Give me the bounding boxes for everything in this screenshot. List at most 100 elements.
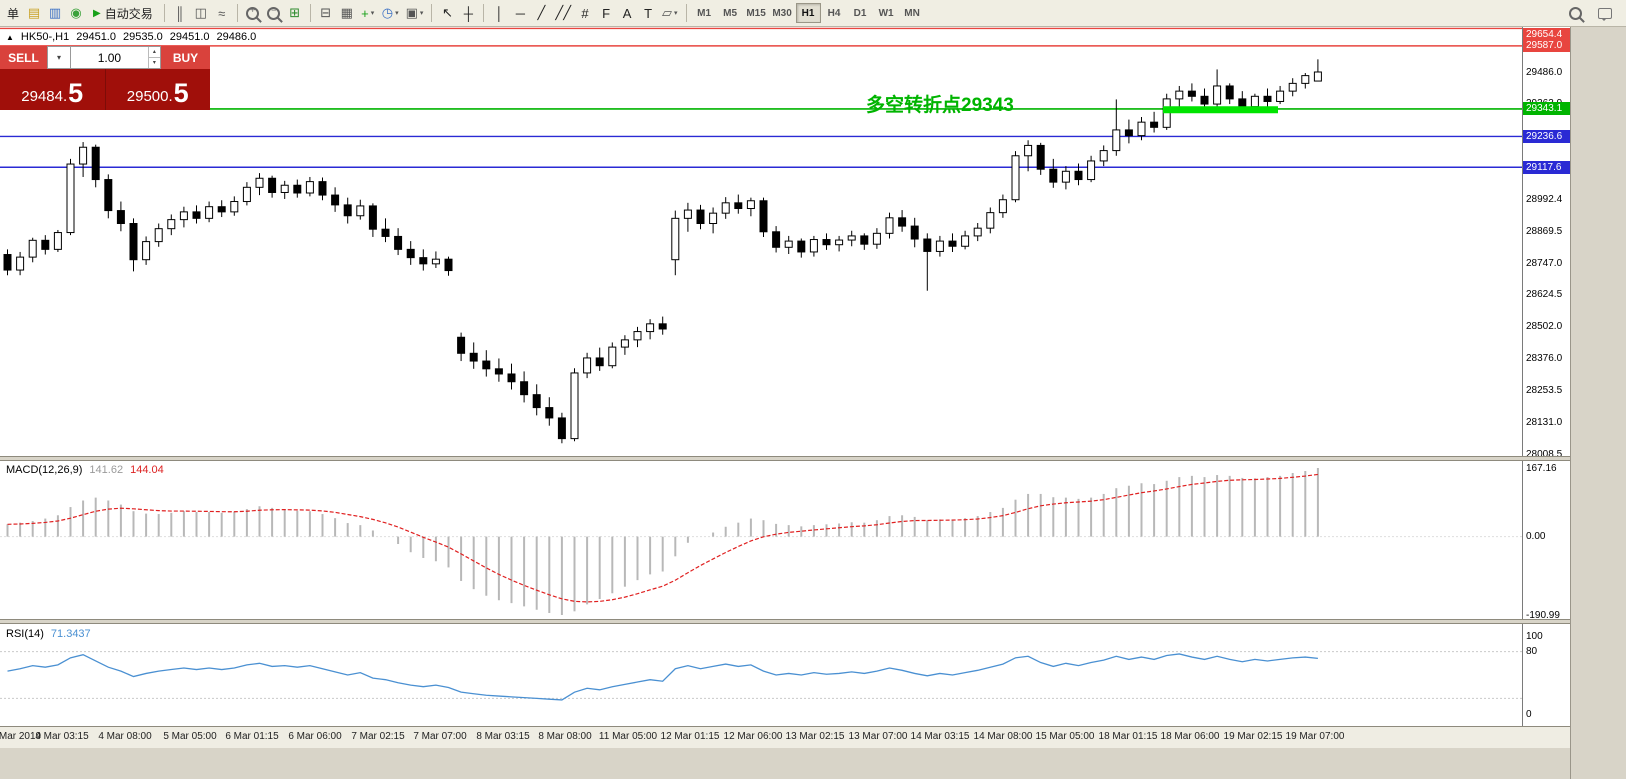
time-axis-label: 14 Mar 03:15 [910,731,970,742]
time-axis-label: 8 Mar 08:00 [538,731,592,742]
sell-button[interactable]: SELL [0,46,47,69]
timeframe-h1-button[interactable]: H1 [795,3,821,23]
chat-icon[interactable] [1595,3,1615,24]
fibonacci-icon[interactable]: F [602,5,611,21]
axis-label: 0.00 [1526,531,1546,543]
toolbar-separator [431,4,433,22]
main-toolbar: 单 ▤ ▥ ◉ ▶ 自动交易 ║ ◫ ≈ + − ⊞ ⊟ ▦ + ▾ ◷ ▾ ▣ ▾ ↖ ┼ │ ─ ╱ ╱╱ # F A T ▱ ▾ M1 M5… [0,0,1626,27]
buy-price-pip: 5 [173,78,189,109]
timeframe-h4-button[interactable]: H4 [827,7,841,19]
timeframe-w1-button[interactable]: W1 [878,7,894,19]
indicators-icon[interactable]: + ▾ [361,5,375,21]
toolbar-separator [236,4,238,22]
profiles-icon[interactable]: ▥ [48,5,62,20]
timeframe-m15-button[interactable]: M15 [746,7,766,19]
tile-windows-icon[interactable]: ⊟ [320,5,332,20]
ohlc-low: 29451.0 [169,31,210,43]
indicator-level-lines [0,536,1522,699]
trendline-icon[interactable]: ╱ [537,5,546,20]
price-axis[interactable]: 29654.429587.029486.029363.929343.129236… [1522,27,1570,726]
volume-increase-arrow[interactable]: ▴ [148,47,160,58]
pitchfork-icon[interactable]: # [581,5,589,21]
window-bottom-strip [0,748,1570,779]
autotrade-button[interactable]: ▶ 自动交易 [87,3,159,24]
zoom-out-icon: − [267,5,281,20]
chevron-down-icon: ▾ [370,10,375,17]
candle-chart-type-icon[interactable]: ◫ [194,5,207,20]
templates-icon[interactable]: ▣ ▾ [405,5,424,20]
time-axis-label: 12 Mar 06:00 [723,731,783,742]
time-axis-label: Mar 2019 [0,731,42,742]
buy-price-display[interactable]: 29500. 5 [105,69,210,110]
chevron-down-icon: ▾ [674,10,678,17]
turning-point-annotation[interactable]: 多空转折点29343 [866,95,1014,116]
axis-label: 167.16 [1526,462,1557,474]
chat-icon [1598,7,1612,21]
axis-label: 80 [1526,646,1538,658]
time-axis-label: 13 Mar 02:15 [785,731,845,742]
text-icon[interactable]: A [622,5,632,21]
volume-decrease-arrow[interactable]: ▾ [152,60,156,66]
search-icon[interactable] [1565,3,1585,24]
support-zone-highlight[interactable] [1163,106,1278,114]
time-axis[interactable]: Mar 2019 4 Mar 03:15 4 Mar 08:00 5 Mar 05:0… [0,726,1570,748]
chart-symbol-period: HK50-,H1 [20,31,70,43]
time-axis-label: 14 Mar 08:00 [973,731,1033,742]
text-label-icon[interactable]: T [644,5,653,21]
new-order-button[interactable]: 单 [6,6,19,21]
macd-main-value: 141.62 [89,464,124,476]
axis-label: 29236.6 [1523,129,1570,143]
axis-label: 28747.0 [1526,257,1563,269]
time-axis-label: 11 Mar 05:00 [598,731,658,742]
rsi-line [7,653,1318,701]
axis-label: 28502.0 [1526,320,1563,332]
time-axis-label: 5 Mar 05:00 [163,731,217,742]
zoom-out-icon[interactable]: − [264,3,284,24]
shapes-icon[interactable]: ▱ ▾ [662,5,678,20]
panel-divider-macd[interactable] [0,456,1570,461]
zoom-in-icon[interactable]: + [243,3,263,24]
panel-divider-rsi[interactable] [0,619,1570,624]
cascade-windows-icon[interactable]: ▦ [340,5,353,20]
toolbar-separator [309,4,311,22]
timeframe-m30-button[interactable]: M30 [772,7,792,19]
channel-icon[interactable]: ╱╱ [555,5,572,20]
periods-icon[interactable]: ◷ ▾ [381,5,399,20]
zoom-in-icon: + [246,5,260,20]
axis-label: 28253.5 [1526,385,1563,397]
cursor-icon[interactable]: ↖ [441,5,453,20]
axis-label: 28131.0 [1526,416,1563,428]
time-axis-label: 7 Mar 07:00 [413,731,467,742]
horizontal-lines[interactable] [0,27,1522,168]
timeframe-d1-button[interactable]: D1 [853,7,867,19]
new-chart-icon[interactable]: ▤ [27,5,41,20]
vertical-line-icon[interactable]: │ [495,5,504,21]
sell-price-display[interactable]: 29484. 5 [0,69,106,110]
timeframe-mn-button[interactable]: MN [904,7,920,19]
autotrade-label: 自动交易 [104,6,153,21]
crosshair-icon[interactable]: ┼ [463,5,473,21]
order-type-dropdown[interactable]: ▾ [47,46,71,69]
axis-label: 28992.4 [1526,194,1563,206]
one-click-toggle-icon[interactable]: ▲ [6,32,14,42]
axis-label: 28008.5 [1526,448,1563,460]
main-chart-plot[interactable] [0,0,1522,779]
refresh-icon[interactable]: ◉ [70,5,82,20]
time-axis-label: 19 Mar 02:15 [1223,731,1283,742]
grid-icon[interactable]: ⊞ [289,5,301,20]
line-chart-type-icon[interactable]: ≈ [218,5,226,21]
time-axis-label: 15 Mar 05:00 [1035,731,1095,742]
buy-button[interactable]: BUY [161,46,210,69]
horizontal-line-icon[interactable]: ─ [515,5,525,21]
axis-label: 29587.0 [1523,39,1570,53]
axis-label: 29654.4 [1523,28,1570,41]
volume-input[interactable] [71,47,148,68]
timeframe-m1-button[interactable]: M1 [697,7,712,19]
rsi-indicator-label: RSI(14) 71.3437 [6,628,91,640]
chevron-down-icon: ▾ [56,53,61,62]
bar-chart-type-icon[interactable]: ║ [175,5,185,21]
toolbar-separator [163,4,165,22]
timeframe-m5-button[interactable]: M5 [723,7,738,19]
time-axis-label: 4 Mar 08:00 [98,731,152,742]
